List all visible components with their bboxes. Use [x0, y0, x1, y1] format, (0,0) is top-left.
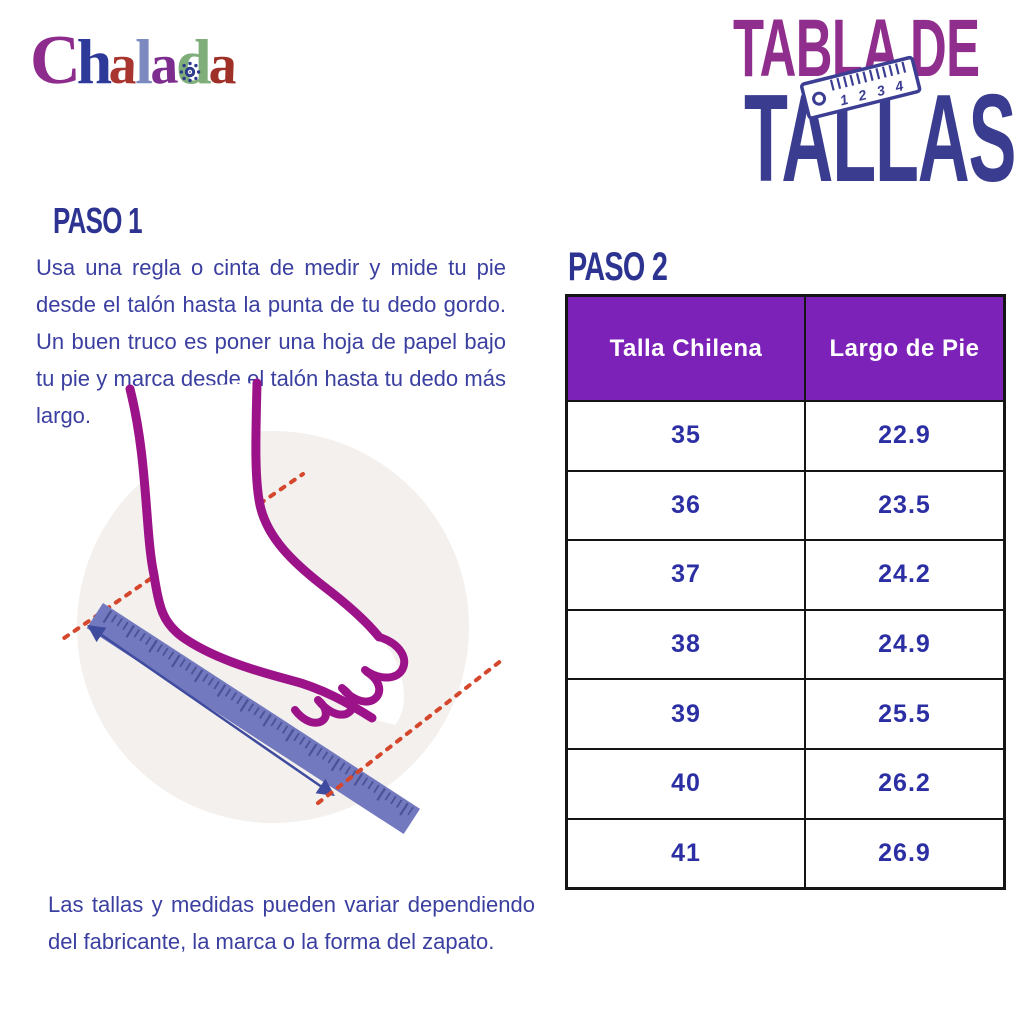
talla-value: 41: [568, 819, 806, 888]
ruler-number: 2: [856, 86, 869, 104]
chalada-logo: Chalad a: [28, 21, 238, 100]
flower-icon: [179, 61, 201, 83]
size-table: Talla Chilena Largo de Pie 35 22.9 36 23…: [565, 294, 1006, 891]
largo-value: 22.9: [878, 421, 931, 450]
column-header-largo-de-pie: Largo de Pie: [806, 297, 1003, 400]
ruler-icon: 1 2 3 4: [800, 55, 922, 120]
ruler-number: 3: [875, 82, 887, 99]
paso2-heading: PASO 2: [568, 245, 668, 289]
largo-value: 24.2: [878, 560, 931, 589]
talla-value: 37: [568, 541, 806, 609]
logo-letter: l: [135, 26, 153, 97]
logo-letter: d: [175, 26, 212, 97]
largo-value: 23.5: [878, 490, 931, 519]
foot-outline-front: [251, 378, 384, 642]
largo-value: 24.9: [878, 630, 931, 659]
largo-value: 26.9: [878, 838, 931, 867]
talla-value: 35: [568, 402, 806, 470]
largo-value: 25.5: [878, 699, 931, 728]
paso1-description: Usa una regla o cinta de medir y mide tu…: [36, 255, 506, 428]
toe-guide-line: [316, 658, 504, 805]
table-row: 40 26.2: [568, 747, 1003, 818]
table-row: 36 23.5: [568, 469, 1003, 540]
measure-arrow: [87, 625, 335, 796]
footer-note: Las tallas y medidas pueden variar depen…: [48, 892, 535, 954]
logo-letter: a: [108, 33, 139, 97]
logo-letter: a: [207, 33, 238, 97]
largo-value: 26.2: [878, 769, 931, 798]
table-row: 37 24.2: [568, 539, 1003, 609]
ruler-zero-hole: [812, 91, 827, 106]
talla-value: 39: [568, 680, 806, 748]
logo-letter: C: [28, 21, 82, 100]
table-row: 38 24.9: [568, 608, 1003, 679]
ruler-number: 1: [838, 91, 850, 108]
table-row: 39 25.5: [568, 678, 1003, 748]
column-header-talla-chilena: Talla Chilena: [568, 297, 806, 400]
logo-letter: h: [76, 26, 113, 97]
logo-letter: a: [148, 33, 180, 97]
table-row: 41 26.9: [568, 817, 1003, 888]
talla-value: 36: [568, 471, 806, 540]
foot-measurement-illustration: [60, 378, 504, 835]
foot-toes: [291, 633, 409, 727]
table-row: 35 22.9: [568, 400, 1003, 470]
ruler-number: 4: [893, 77, 906, 95]
size-table-header-row: Talla Chilena Largo de Pie: [568, 297, 1003, 400]
talla-value: 38: [568, 610, 806, 679]
paso1-heading: PASO 1: [53, 200, 143, 241]
talla-value: 40: [568, 749, 806, 818]
